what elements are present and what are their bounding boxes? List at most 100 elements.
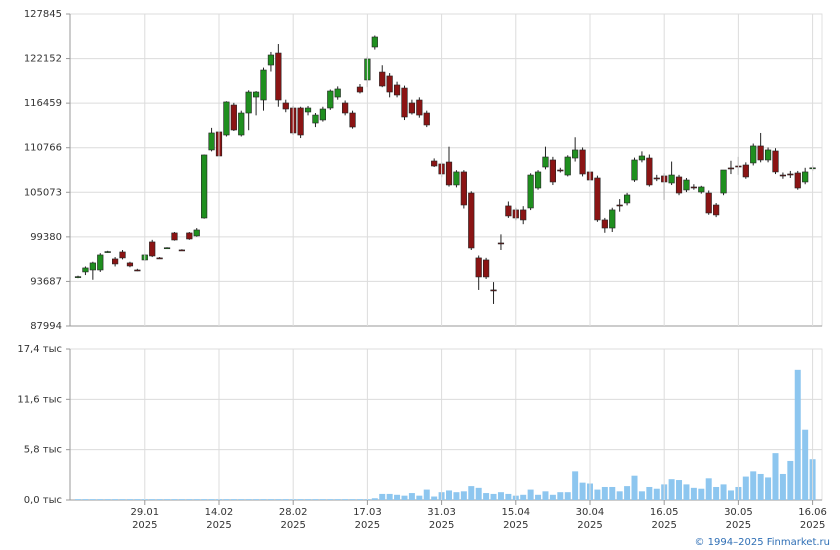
candle-body (267, 54, 275, 66)
candle-body (601, 219, 608, 229)
candle-body (698, 186, 705, 193)
y-tick-label: 110766 (24, 143, 62, 154)
volume-bar (401, 495, 408, 500)
x-tick-day: 16.06 (798, 507, 827, 518)
x-tick-day: 16.05 (650, 507, 679, 518)
candle-body (312, 114, 319, 124)
volume-bar (394, 494, 401, 500)
candle-body (460, 171, 467, 206)
volume-bar (423, 489, 430, 500)
candle-body (304, 107, 312, 113)
candle-body (89, 262, 96, 271)
candle-body (104, 251, 111, 253)
volume-bar (245, 499, 252, 500)
x-tick-day: 15.04 (501, 507, 530, 518)
y-tick-label: 93687 (30, 276, 62, 287)
candle-body (779, 174, 787, 177)
volume-bar (720, 484, 727, 500)
x-tick-year: 2025 (132, 520, 157, 531)
volume-bar (520, 494, 527, 500)
volume-bar (327, 499, 334, 500)
candle-body (371, 36, 378, 48)
x-tick-year: 2025 (280, 520, 305, 531)
volume-bar (297, 499, 304, 500)
candle-body (82, 267, 89, 273)
x-tick-year: 2025 (800, 520, 825, 531)
candle-body (275, 52, 282, 101)
candle-body (408, 102, 416, 114)
candle-body (742, 164, 749, 178)
volume-bar (238, 499, 245, 500)
candle-body (260, 69, 267, 101)
candle-body (134, 269, 141, 272)
candle-body (772, 150, 779, 173)
volume-bar (97, 499, 104, 500)
x-tick-day: 14.02 (205, 507, 234, 518)
volume-bar (82, 499, 89, 500)
volume-bar (757, 473, 764, 500)
x-tick-year: 2025 (429, 520, 454, 531)
candle-body (416, 99, 423, 116)
candle-body (609, 209, 616, 229)
volume-bar (319, 499, 326, 500)
volume-bar (119, 499, 126, 500)
x-tick-year: 2025 (577, 520, 602, 531)
volume-bar (638, 491, 645, 500)
volume-bar (334, 499, 341, 500)
candle-body (794, 172, 801, 189)
credit: © 1994–2025 Finmarket.ru (694, 537, 830, 548)
volume-bar (453, 492, 460, 500)
volume-bar (386, 493, 393, 500)
candle-body (594, 177, 601, 221)
candle-body (549, 159, 556, 183)
x-tick-day: 30.04 (576, 507, 605, 518)
x-tick-year: 2025 (503, 520, 528, 531)
x-tick-year: 2025 (355, 520, 380, 531)
volume-bar (646, 486, 653, 500)
volume-bar (260, 499, 267, 500)
y-tick-label: 127845 (24, 9, 62, 20)
volume-bar (616, 491, 623, 500)
candle-body (787, 173, 794, 176)
y-tick-label: 0,0 тыс (24, 495, 62, 506)
candle-body (475, 257, 482, 278)
candle-body (349, 112, 356, 128)
volume-bar (698, 488, 705, 500)
volume-bar (312, 499, 319, 500)
candle-body (683, 179, 690, 191)
volume-bar (527, 489, 534, 500)
volume-bar (282, 499, 289, 500)
volume-bar (505, 493, 512, 500)
candle-body (445, 161, 453, 186)
candle-body (393, 84, 401, 96)
candle-body (557, 169, 564, 172)
x-tick-year: 2025 (726, 520, 751, 531)
candle-body (764, 149, 772, 161)
volume-bar (223, 499, 230, 500)
y-tick-label: 87994 (30, 321, 62, 332)
plot-area (69, 348, 823, 501)
candle-body (572, 149, 579, 159)
candle-body (193, 229, 200, 237)
candle-body (171, 232, 178, 241)
volume-bar (468, 486, 475, 500)
volume-bar (149, 499, 156, 500)
candle-body (720, 169, 727, 194)
y-tick-label: 116459 (24, 98, 62, 109)
x-tick-day: 29.01 (130, 507, 159, 518)
volume-bar (89, 499, 96, 500)
volume-bar (342, 499, 349, 500)
candle-body (156, 257, 163, 260)
candle-body (126, 262, 134, 267)
candle-body (631, 159, 638, 181)
candle-body (713, 204, 720, 216)
candle-body (423, 112, 430, 126)
volume-bar (112, 499, 119, 500)
volume-bar (104, 499, 111, 500)
volume-bar (557, 492, 564, 500)
candle-body (342, 102, 349, 114)
volume-bar (631, 475, 638, 500)
candle-body (750, 145, 757, 164)
volume-bar (802, 429, 809, 500)
volume-bar (164, 499, 171, 500)
